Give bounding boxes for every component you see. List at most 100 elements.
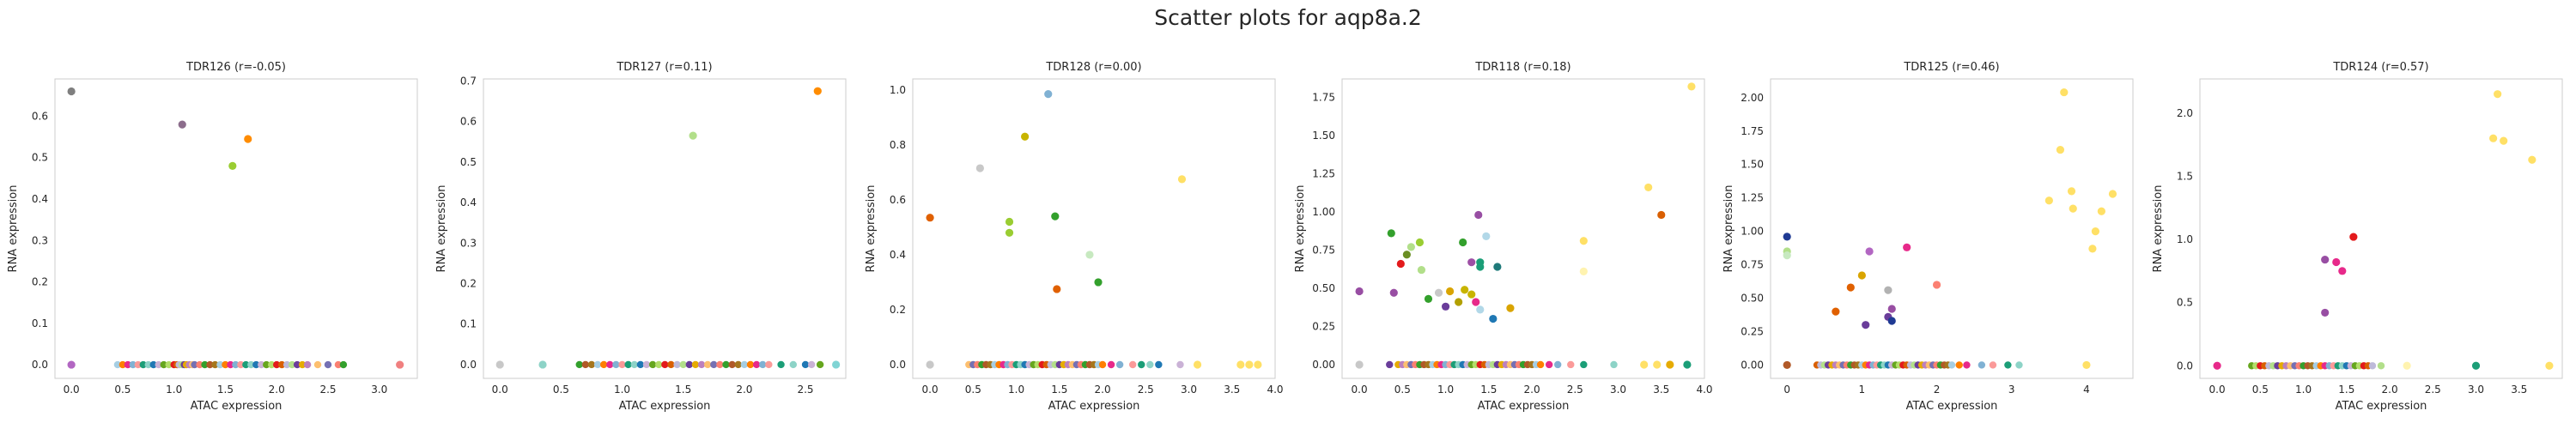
y-tick-label: 1.25 [1312, 167, 1335, 179]
x-axis-label: ATAC expression [1906, 400, 1998, 413]
x-tick-label: 2.0 [736, 384, 752, 396]
scatter-panel-3: TDR128 (r=0.00) 0.0 0.5 1.0 1.5 2.0 2.5 3.0 3.5 4… [865, 61, 1284, 413]
data-point [1415, 238, 1425, 247]
data-point [1387, 229, 1395, 238]
data-point [2471, 361, 2481, 370]
data-point [1386, 360, 1394, 369]
data-point [118, 360, 127, 369]
x-tick-label: 1.5 [217, 384, 234, 396]
data-point [1476, 305, 1485, 314]
data-point [1021, 132, 1030, 141]
data-point [1389, 288, 1398, 297]
data-point [298, 360, 307, 369]
data-point [832, 360, 841, 369]
data-point [2088, 245, 2097, 253]
data-point [1862, 321, 1870, 329]
data-point [618, 360, 626, 369]
y-tick-label: 1.00 [1312, 206, 1335, 218]
data-point [1085, 251, 1094, 259]
y-tick-label: 0.6 [890, 194, 906, 206]
data-point [752, 360, 761, 369]
data-point [710, 360, 718, 369]
y-tick-label: 0.0 [2177, 360, 2193, 372]
data-point [293, 360, 301, 369]
panel-title: TDR127 (r=0.11) [616, 61, 712, 74]
y-tick-label: 0.0 [890, 359, 906, 371]
x-axis-label: ATAC expression [191, 400, 283, 413]
data-point [1545, 360, 1553, 369]
y-tick-label: 0.6 [460, 116, 477, 128]
data-point [288, 360, 296, 369]
y-tick-label: 0.5 [460, 156, 477, 168]
y-axis-label: RNA expression [435, 185, 448, 273]
data-point [685, 360, 694, 369]
x-tick-label: 0.5 [1394, 384, 1411, 396]
y-tick-label: 1.75 [1312, 91, 1335, 103]
x-tick-label: 2.0 [1524, 384, 1540, 396]
data-point [113, 360, 122, 369]
data-point [1978, 361, 1986, 369]
data-point [2489, 134, 2498, 142]
scatter-panel-5: TDR125 (r=0.46) 0 1 2 3 4 0.00 0.25 0.50 0.75 1.00… [1722, 61, 2134, 413]
data-point [244, 135, 252, 143]
figure-title: Scatter plots for aqp8a.2 [1154, 5, 1422, 30]
data-point [599, 360, 608, 369]
data-point [1989, 361, 1997, 369]
data-point [801, 360, 810, 369]
x-axis-label: ATAC expression [2336, 400, 2427, 413]
y-tick-label: 0.7 [460, 75, 477, 87]
data-point [283, 360, 291, 369]
y-axis-label: RNA expression [7, 185, 20, 273]
data-point [324, 360, 332, 369]
data-point [2528, 155, 2537, 164]
data-point [206, 360, 214, 369]
data-point [624, 360, 632, 369]
x-tick-label: 2.5 [1138, 384, 1154, 396]
x-tick-label: 2.5 [797, 384, 813, 396]
data-point [1236, 360, 1245, 369]
x-tick-label: 4 [2083, 384, 2090, 396]
data-point [1783, 251, 1791, 260]
y-tick-label: 0.75 [1741, 259, 1764, 271]
data-point [2213, 361, 2221, 370]
data-point [1536, 360, 1545, 369]
data-point [575, 360, 583, 369]
data-point [1887, 317, 1896, 325]
data-point [396, 360, 404, 369]
data-point [926, 360, 934, 369]
data-point [303, 360, 312, 369]
data-point [222, 360, 229, 369]
data-point [334, 360, 343, 369]
data-point [211, 360, 219, 369]
data-point [648, 360, 657, 369]
y-tick-label: 0.1 [32, 317, 48, 329]
data-point [1155, 360, 1163, 369]
data-point [1138, 360, 1145, 369]
data-point [216, 360, 224, 369]
data-point [2015, 361, 2023, 369]
data-point [228, 161, 237, 170]
x-axis-label: ATAC expression [1048, 400, 1140, 413]
data-point [2091, 227, 2100, 236]
data-point [642, 360, 651, 369]
data-point [1051, 212, 1060, 221]
data-point [155, 360, 162, 369]
data-point [191, 360, 198, 369]
x-tick-label: 2.0 [2382, 384, 2398, 396]
data-point [1107, 360, 1115, 369]
data-point [655, 360, 663, 369]
data-point [1396, 259, 1405, 269]
data-point [1129, 360, 1137, 369]
x-tick-label: 0.5 [965, 384, 981, 396]
x-tick-label: 0.5 [2252, 384, 2269, 396]
data-point [1644, 183, 1653, 192]
data-point [1482, 232, 1491, 241]
x-tick-label: 2 [1934, 384, 1941, 396]
data-point [1783, 233, 1791, 241]
y-tick-label: 0.8 [890, 139, 906, 151]
data-point [2056, 145, 2065, 154]
data-point [277, 360, 286, 369]
data-point [606, 360, 614, 369]
data-point [538, 360, 547, 369]
data-point [975, 164, 984, 172]
